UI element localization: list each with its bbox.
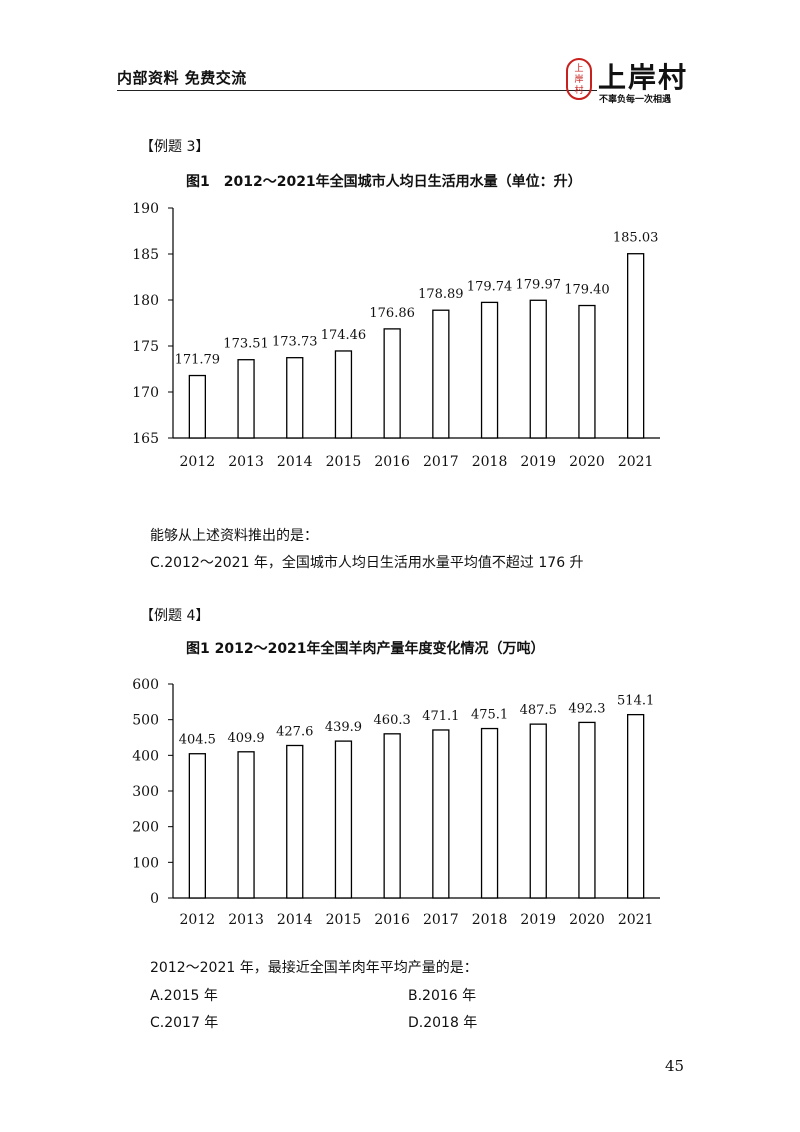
x-tick-label: 2014 xyxy=(277,912,313,928)
bar xyxy=(286,357,304,439)
x-tick-label: 2018 xyxy=(472,912,508,928)
y-tick-label: 165 xyxy=(132,431,159,447)
example-3-question: 能够从上述资料推出的是： xyxy=(150,528,318,544)
data-label: 173.51 xyxy=(223,337,268,352)
example-4-option-d: D.2018 年 xyxy=(408,1015,478,1031)
example-4-option-b: B.2016 年 xyxy=(408,988,477,1004)
logo-seal-text: 上岸村 xyxy=(574,64,584,96)
bar xyxy=(432,729,450,899)
example-4-option-a: A.2015 年 xyxy=(150,988,218,1004)
bar xyxy=(383,733,401,899)
logo-slogan: 不辜负每一次相遇 xyxy=(599,95,672,105)
header-rule xyxy=(117,90,597,91)
bar xyxy=(627,713,645,899)
chart-2-title: 图1 2012～2021年全国羊肉产量年度变化情况（万吨） xyxy=(186,641,545,657)
x-tick-label: 2016 xyxy=(374,912,410,928)
x-tick-label: 2013 xyxy=(228,454,264,470)
x-tick-label: 2019 xyxy=(520,912,556,928)
example-4-option-c: C.2017 年 xyxy=(150,1015,219,1031)
data-label: 179.97 xyxy=(516,277,562,292)
bar xyxy=(334,740,353,899)
y-tick-label: 200 xyxy=(132,820,159,836)
bar xyxy=(578,721,596,899)
y-tick-label: 170 xyxy=(132,385,159,401)
bar xyxy=(286,744,304,899)
data-label: 471.1 xyxy=(422,709,459,724)
y-tick-label: 400 xyxy=(132,748,159,764)
data-label: 409.9 xyxy=(227,731,264,746)
y-tick-label: 180 xyxy=(132,293,159,309)
example-3-option-c: C.2012～2021 年，全国城市人均日生活用水量平均值不超过 176 升 xyxy=(150,555,584,571)
data-label: 179.74 xyxy=(467,279,513,294)
data-label: 487.5 xyxy=(520,703,557,718)
data-label: 174.46 xyxy=(321,328,367,343)
y-tick-label: 100 xyxy=(132,855,159,871)
x-tick-label: 2015 xyxy=(326,912,362,928)
page-number: 45 xyxy=(665,1057,685,1075)
brand-logo: 上岸村 上岸村 不辜负每一次相遇 xyxy=(566,58,706,106)
data-label: 179.40 xyxy=(564,283,610,298)
bar xyxy=(237,359,255,439)
data-label: 178.89 xyxy=(418,287,464,302)
header-left-text: 内部资料 免费交流 xyxy=(117,69,247,87)
x-tick-label: 2012 xyxy=(180,454,216,470)
x-tick-label: 2013 xyxy=(228,912,264,928)
x-tick-label: 2021 xyxy=(618,912,654,928)
y-tick-label: 0 xyxy=(150,891,159,907)
x-tick-label: 2014 xyxy=(277,454,313,470)
data-label: 173.73 xyxy=(272,335,318,350)
bar xyxy=(188,374,206,439)
x-tick-label: 2021 xyxy=(618,454,654,470)
x-tick-label: 2019 xyxy=(520,454,556,470)
bar xyxy=(432,309,450,439)
bar xyxy=(627,253,645,439)
bar xyxy=(480,727,499,899)
bar xyxy=(334,350,353,439)
x-tick-label: 2017 xyxy=(423,454,459,470)
logo-brand-name: 上岸村 xyxy=(598,61,689,94)
bar xyxy=(480,301,499,439)
data-label: 514.1 xyxy=(617,694,654,709)
data-label: 475.1 xyxy=(471,708,508,723)
chart-1-title: 图1 2012～2021年全国城市人均日生活用水量（单位：升） xyxy=(186,174,582,190)
x-tick-label: 2016 xyxy=(374,454,410,470)
bar xyxy=(383,328,401,439)
x-tick-label: 2015 xyxy=(326,454,362,470)
y-tick-label: 500 xyxy=(132,713,159,729)
chart-1-water-usage: 165 170 175 180 185 190 171.79 2012 173.51 2013 17… xyxy=(132,201,660,470)
data-label: 176.86 xyxy=(369,306,415,321)
bar xyxy=(188,753,206,899)
data-label: 439.9 xyxy=(325,720,362,735)
bar xyxy=(237,751,255,899)
data-label: 185.03 xyxy=(613,231,659,246)
data-label: 171.79 xyxy=(175,353,221,368)
y-tick-label: 600 xyxy=(132,677,159,693)
example-4-question: 2012～2021 年，最接近全国羊肉年平均产量的是： xyxy=(150,960,478,976)
bar xyxy=(529,299,547,439)
data-label: 404.5 xyxy=(179,733,216,748)
x-tick-label: 2012 xyxy=(180,912,216,928)
example-3-label: 【例题 3】 xyxy=(140,139,210,155)
y-tick-label: 175 xyxy=(132,339,159,355)
data-label: 492.3 xyxy=(568,701,605,716)
y-tick-label: 300 xyxy=(132,784,159,800)
y-tick-label: 190 xyxy=(132,201,159,217)
x-tick-label: 2020 xyxy=(569,454,605,470)
data-label: 460.3 xyxy=(374,713,411,728)
example-4-label: 【例题 4】 xyxy=(140,608,210,624)
chart-2-mutton-output: 0 100 200 300 400 500 600 404.5 2012 409.9 2013 427… xyxy=(132,677,660,928)
x-tick-label: 2020 xyxy=(569,912,605,928)
x-tick-label: 2017 xyxy=(423,912,459,928)
y-tick-label: 185 xyxy=(132,247,159,263)
bar xyxy=(529,723,547,899)
logo-seal: 上岸村 xyxy=(566,58,592,100)
data-label: 427.6 xyxy=(276,724,313,739)
x-tick-label: 2018 xyxy=(472,454,508,470)
bar xyxy=(578,304,596,439)
